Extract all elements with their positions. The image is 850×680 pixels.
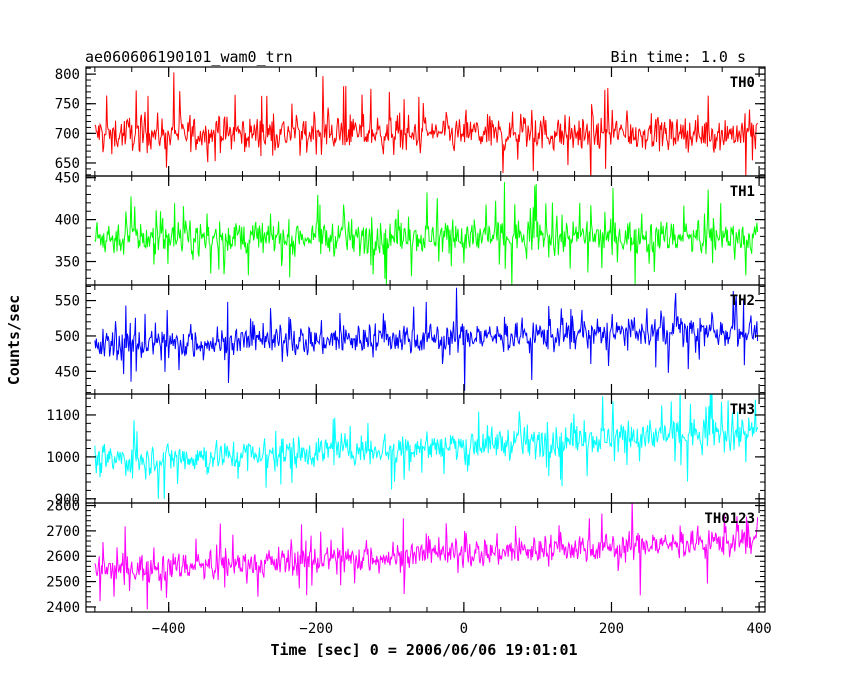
panel-frame xyxy=(85,393,766,504)
panel-label-th0123: TH0123 xyxy=(704,511,755,527)
y-tick-label: 900 xyxy=(55,492,80,508)
panel-label-th0: TH0 xyxy=(730,75,755,91)
series-line-th0123 xyxy=(94,503,759,610)
panel-label-th2: TH2 xyxy=(730,293,755,309)
y-axis-title: Counts/sec xyxy=(5,295,23,385)
y-tick-label: 1000 xyxy=(46,450,80,466)
series-line-th2 xyxy=(94,287,759,391)
panel-label-th1: TH1 xyxy=(730,184,755,200)
series-line-th1 xyxy=(94,182,759,285)
y-tick-label: 1100 xyxy=(46,408,80,424)
panel-th3: 900 1000 1100 TH3 xyxy=(46,393,766,508)
y-tick-label: 750 xyxy=(55,97,80,113)
series-line-th0 xyxy=(94,72,758,176)
panel-th1: 350 400 450 TH1 xyxy=(55,171,766,286)
header-right-bin-time: Bin time: 1.0 s xyxy=(611,48,746,66)
y-tick-label: 550 xyxy=(55,294,80,310)
y-tick-label: 400 xyxy=(55,213,80,229)
header-left-title: ae060606190101_wam0_trn xyxy=(85,48,293,66)
panels-group: 650 700 750 800 TH0 350 400 450 TH1 450 500 550 TH2 9… xyxy=(46,66,766,616)
y-tick-label: 2700 xyxy=(46,524,80,540)
y-tick-label: 700 xyxy=(55,126,80,142)
panel-th2: 450 500 550 TH2 xyxy=(55,284,766,395)
y-tick-label: 450 xyxy=(55,171,80,187)
panel-th0: 650 700 750 800 TH0 xyxy=(55,66,766,177)
x-tick-label: −200 xyxy=(299,621,333,637)
x-tick-label: −400 xyxy=(152,621,186,637)
y-tick-label: 2600 xyxy=(46,549,80,565)
panel-th0123: 2400 2500 2600 2700 2800 TH0123 xyxy=(46,499,766,616)
y-tick-label: 500 xyxy=(55,329,80,345)
y-tick-label: 450 xyxy=(55,364,80,380)
y-tick-label: 2800 xyxy=(46,499,80,515)
panel-label-th3: TH3 xyxy=(730,402,755,418)
y-tick-label: 2400 xyxy=(46,600,80,616)
panel-frame xyxy=(85,502,766,613)
y-tick-label: 800 xyxy=(55,67,80,83)
x-axis-title: Time [sec] 0 = 2006/06/06 19:01:01 xyxy=(270,641,577,659)
x-axis: −400 −200 0 200 400 xyxy=(152,621,772,637)
y-tick-label: 2500 xyxy=(46,575,80,591)
y-tick-label: 650 xyxy=(55,156,80,172)
x-tick-label: 0 xyxy=(460,621,468,637)
series-line-th3 xyxy=(94,394,759,499)
y-tick-label: 350 xyxy=(55,255,80,271)
x-tick-label: 400 xyxy=(746,621,771,637)
x-tick-label: 200 xyxy=(599,621,624,637)
